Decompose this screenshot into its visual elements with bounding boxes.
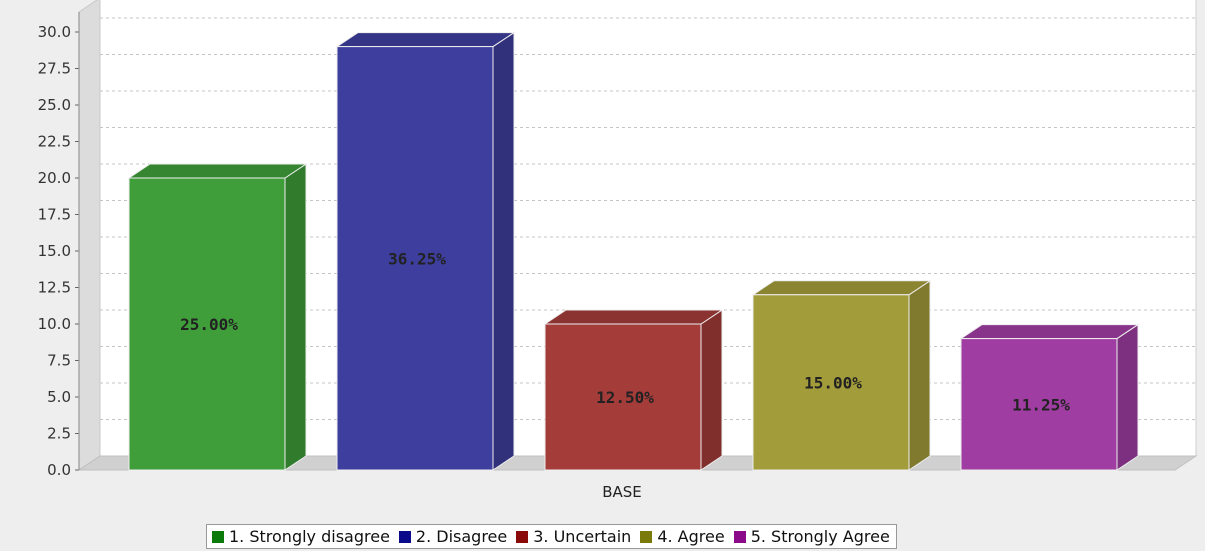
legend-label: 1. Strongly disagree — [229, 527, 390, 546]
y-tick-label: 30.0 — [38, 23, 71, 41]
y-tick-label: 22.5 — [38, 133, 71, 151]
legend-label: 2. Disagree — [415, 527, 508, 546]
x-category-label: BASE — [602, 483, 642, 501]
bar-strongly-disagree — [128, 177, 286, 471]
bar-label-strongly-disagree: 25.00% — [180, 315, 238, 334]
legend-swatch — [398, 530, 411, 543]
bar-label-disagree: 36.25% — [388, 249, 446, 268]
bar-side-agree — [908, 279, 931, 471]
bar-side-uncertain — [700, 309, 723, 471]
y-tick-label: 5.0 — [47, 388, 71, 406]
legend-label: 3. Uncertain — [533, 527, 632, 546]
y-tick-label: 2.5 — [47, 425, 71, 443]
bar-top-uncertain — [543, 309, 724, 325]
y-tick-label: 20.0 — [38, 169, 71, 187]
bar-top-strongly-agree — [959, 324, 1140, 340]
y-tick-label: 7.5 — [47, 352, 71, 370]
bar-agree — [752, 294, 910, 471]
bar-uncertain — [544, 323, 702, 471]
bar-top-strongly-disagree — [127, 163, 308, 179]
bar-label-uncertain: 12.50% — [596, 388, 654, 407]
y-tick-label: 27.5 — [38, 60, 71, 78]
legend-swatch — [640, 530, 653, 543]
legend-item-strongly-agree: 5. Strongly Agree — [733, 527, 890, 546]
legend: 1. Strongly disagree 2. Disagree 3. Uncert… — [206, 524, 897, 549]
y-tick-label: 12.5 — [38, 279, 71, 297]
bar-top-agree — [751, 280, 932, 296]
bar-label-agree: 15.00% — [804, 373, 862, 392]
bar-side-disagree — [492, 31, 515, 471]
legend-item-agree: 4. Agree — [640, 527, 725, 546]
legend-item-uncertain: 3. Uncertain — [516, 527, 631, 546]
y-tick-label: 10.0 — [38, 315, 71, 333]
bar-side-strongly-agree — [1116, 323, 1139, 471]
chart-canvas: 0.0 2.5 5.0 7.5 10.0 12.5 15.0 17.5 20.0 22.5 25.0… — [38, 0, 1198, 501]
legend-swatch — [733, 530, 746, 543]
legend-item-strongly-disagree: 1. Strongly disagree — [212, 527, 390, 546]
legend-label: 5. Strongly Agree — [750, 527, 890, 546]
bar-side-strongly-disagree — [284, 163, 307, 471]
y-tick-label: 15.0 — [38, 242, 71, 260]
legend-swatch — [212, 530, 224, 543]
legend-swatch — [516, 530, 529, 543]
plot-side-wall — [78, 0, 101, 471]
legend-label: 4. Agree — [657, 527, 725, 546]
bar-top-disagree — [335, 32, 516, 48]
legend-item-disagree: 2. Disagree — [398, 527, 508, 546]
bar-strongly-agree — [960, 338, 1118, 471]
bar-disagree — [336, 46, 494, 471]
y-tick-label: 0.0 — [47, 461, 71, 479]
y-tick-label: 17.5 — [38, 206, 71, 224]
y-tick-label: 25.0 — [38, 96, 71, 114]
bar-label-strongly-agree: 11.25% — [1012, 395, 1070, 414]
